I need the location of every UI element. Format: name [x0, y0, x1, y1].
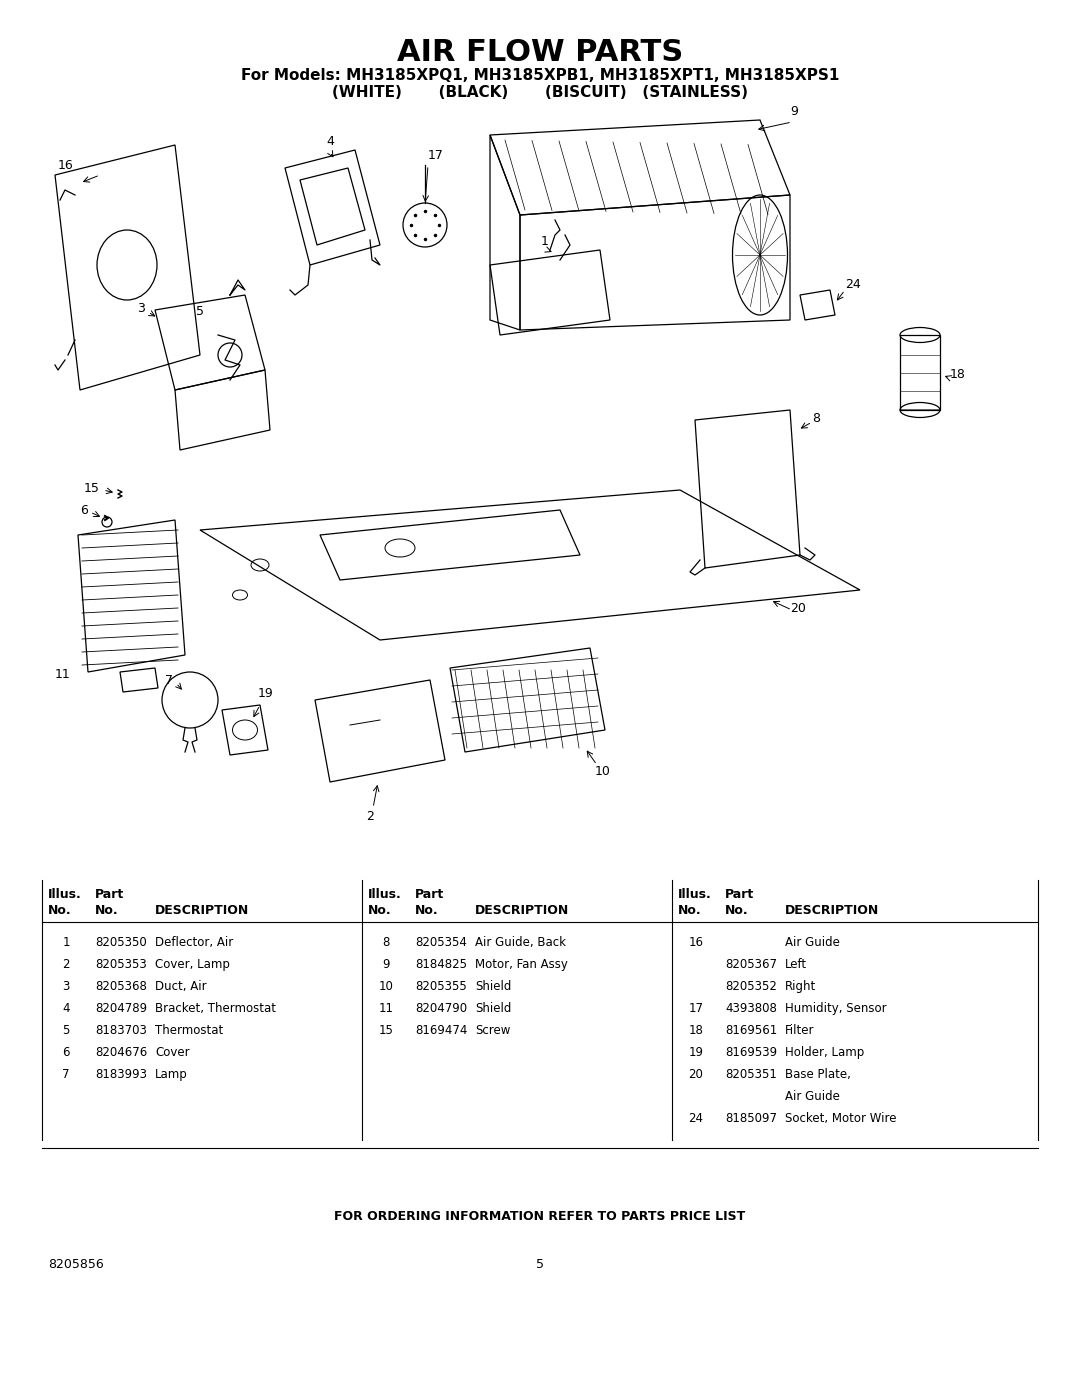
Text: 8: 8 — [812, 412, 820, 425]
Text: 8204789: 8204789 — [95, 1002, 147, 1016]
Text: No.: No. — [368, 904, 392, 916]
Text: Illus.: Illus. — [368, 888, 402, 901]
Text: 8205351: 8205351 — [725, 1067, 777, 1081]
Text: 16: 16 — [689, 936, 703, 949]
Text: 6: 6 — [63, 1046, 70, 1059]
Text: 18: 18 — [689, 1024, 703, 1037]
Text: 1: 1 — [63, 936, 70, 949]
Text: Screw: Screw — [475, 1024, 511, 1037]
Text: Illus.: Illus. — [678, 888, 712, 901]
Text: 11: 11 — [54, 668, 70, 680]
Text: FOR ORDERING INFORMATION REFER TO PARTS PRICE LIST: FOR ORDERING INFORMATION REFER TO PARTS … — [335, 1210, 745, 1222]
Text: 8205856: 8205856 — [48, 1259, 104, 1271]
Text: DESCRIPTION: DESCRIPTION — [785, 904, 879, 916]
Text: 9: 9 — [382, 958, 390, 971]
Text: Part: Part — [725, 888, 754, 901]
Text: No.: No. — [678, 904, 702, 916]
Text: 5: 5 — [63, 1024, 70, 1037]
Text: 8205355: 8205355 — [415, 981, 467, 993]
Text: Cover, Lamp: Cover, Lamp — [156, 958, 230, 971]
Text: For Models: MH3185XPQ1, MH3185XPB1, MH3185XPT1, MH3185XPS1: For Models: MH3185XPQ1, MH3185XPB1, MH31… — [241, 68, 839, 82]
Text: Bracket, Thermostat: Bracket, Thermostat — [156, 1002, 276, 1016]
Text: 11: 11 — [378, 1002, 393, 1016]
Text: 10: 10 — [595, 766, 611, 778]
Text: 8183993: 8183993 — [95, 1067, 147, 1081]
Text: No.: No. — [725, 904, 748, 916]
Text: Part: Part — [415, 888, 444, 901]
Text: 1: 1 — [541, 235, 549, 249]
Text: Shield: Shield — [475, 981, 511, 993]
Text: 6: 6 — [80, 503, 87, 517]
Text: 4: 4 — [326, 136, 334, 148]
Text: 8185097: 8185097 — [725, 1112, 777, 1125]
Text: Humidity, Sensor: Humidity, Sensor — [785, 1002, 887, 1016]
Text: 15: 15 — [84, 482, 100, 495]
Text: 8183703: 8183703 — [95, 1024, 147, 1037]
Text: 8169561: 8169561 — [725, 1024, 778, 1037]
Text: 3: 3 — [63, 981, 70, 993]
Text: Part: Part — [95, 888, 124, 901]
Text: 4: 4 — [63, 1002, 70, 1016]
Text: 9: 9 — [789, 105, 798, 117]
Text: 17: 17 — [689, 1002, 703, 1016]
Text: 8205350: 8205350 — [95, 936, 147, 949]
Text: 8205353: 8205353 — [95, 958, 147, 971]
Text: 15: 15 — [379, 1024, 393, 1037]
Text: 7: 7 — [165, 673, 173, 686]
Text: Lamp: Lamp — [156, 1067, 188, 1081]
Text: Illus.: Illus. — [48, 888, 82, 901]
Text: Base Plate,: Base Plate, — [785, 1067, 851, 1081]
Text: DESCRIPTION: DESCRIPTION — [156, 904, 249, 916]
Text: Filter: Filter — [785, 1024, 814, 1037]
Text: 19: 19 — [689, 1046, 703, 1059]
Text: Duct, Air: Duct, Air — [156, 981, 206, 993]
Text: 24: 24 — [845, 278, 861, 292]
Text: 8204676: 8204676 — [95, 1046, 147, 1059]
Text: 8184825: 8184825 — [415, 958, 467, 971]
Text: 20: 20 — [789, 602, 806, 615]
Text: 8205367: 8205367 — [725, 958, 777, 971]
Text: 2: 2 — [63, 958, 70, 971]
Text: AIR FLOW PARTS: AIR FLOW PARTS — [396, 38, 684, 67]
Text: 3: 3 — [137, 302, 145, 314]
Text: 4393808: 4393808 — [725, 1002, 777, 1016]
Text: 8205368: 8205368 — [95, 981, 147, 993]
Text: Socket, Motor Wire: Socket, Motor Wire — [785, 1112, 896, 1125]
Text: 8205354: 8205354 — [415, 936, 467, 949]
Text: No.: No. — [48, 904, 71, 916]
Text: 8205352: 8205352 — [725, 981, 777, 993]
Text: Deflector, Air: Deflector, Air — [156, 936, 233, 949]
Text: Motor, Fan Assy: Motor, Fan Assy — [475, 958, 568, 971]
Text: 5: 5 — [536, 1259, 544, 1271]
Text: 10: 10 — [379, 981, 393, 993]
Text: 18: 18 — [950, 369, 966, 381]
Text: 8169474: 8169474 — [415, 1024, 468, 1037]
Text: Thermostat: Thermostat — [156, 1024, 224, 1037]
Text: No.: No. — [415, 904, 438, 916]
Text: DESCRIPTION: DESCRIPTION — [475, 904, 569, 916]
Text: Holder, Lamp: Holder, Lamp — [785, 1046, 864, 1059]
Text: (WHITE)       (BLACK)       (BISCUIT)   (STAINLESS): (WHITE) (BLACK) (BISCUIT) (STAINLESS) — [332, 85, 748, 101]
Text: 24: 24 — [689, 1112, 703, 1125]
Text: 8169539: 8169539 — [725, 1046, 778, 1059]
Text: 19: 19 — [258, 687, 273, 700]
Text: No.: No. — [95, 904, 119, 916]
Text: 17: 17 — [428, 149, 444, 162]
Text: 8: 8 — [382, 936, 390, 949]
Text: 5: 5 — [195, 305, 204, 319]
Text: Left: Left — [785, 958, 807, 971]
Text: Air Guide: Air Guide — [785, 936, 840, 949]
Text: Cover: Cover — [156, 1046, 190, 1059]
Text: 16: 16 — [58, 159, 73, 172]
Text: Shield: Shield — [475, 1002, 511, 1016]
Text: Air Guide, Back: Air Guide, Back — [475, 936, 566, 949]
Text: Air Guide: Air Guide — [785, 1090, 840, 1104]
Text: Right: Right — [785, 981, 816, 993]
Text: 7: 7 — [63, 1067, 70, 1081]
Text: 8204790: 8204790 — [415, 1002, 468, 1016]
Text: 2: 2 — [366, 810, 374, 823]
Text: 20: 20 — [689, 1067, 703, 1081]
